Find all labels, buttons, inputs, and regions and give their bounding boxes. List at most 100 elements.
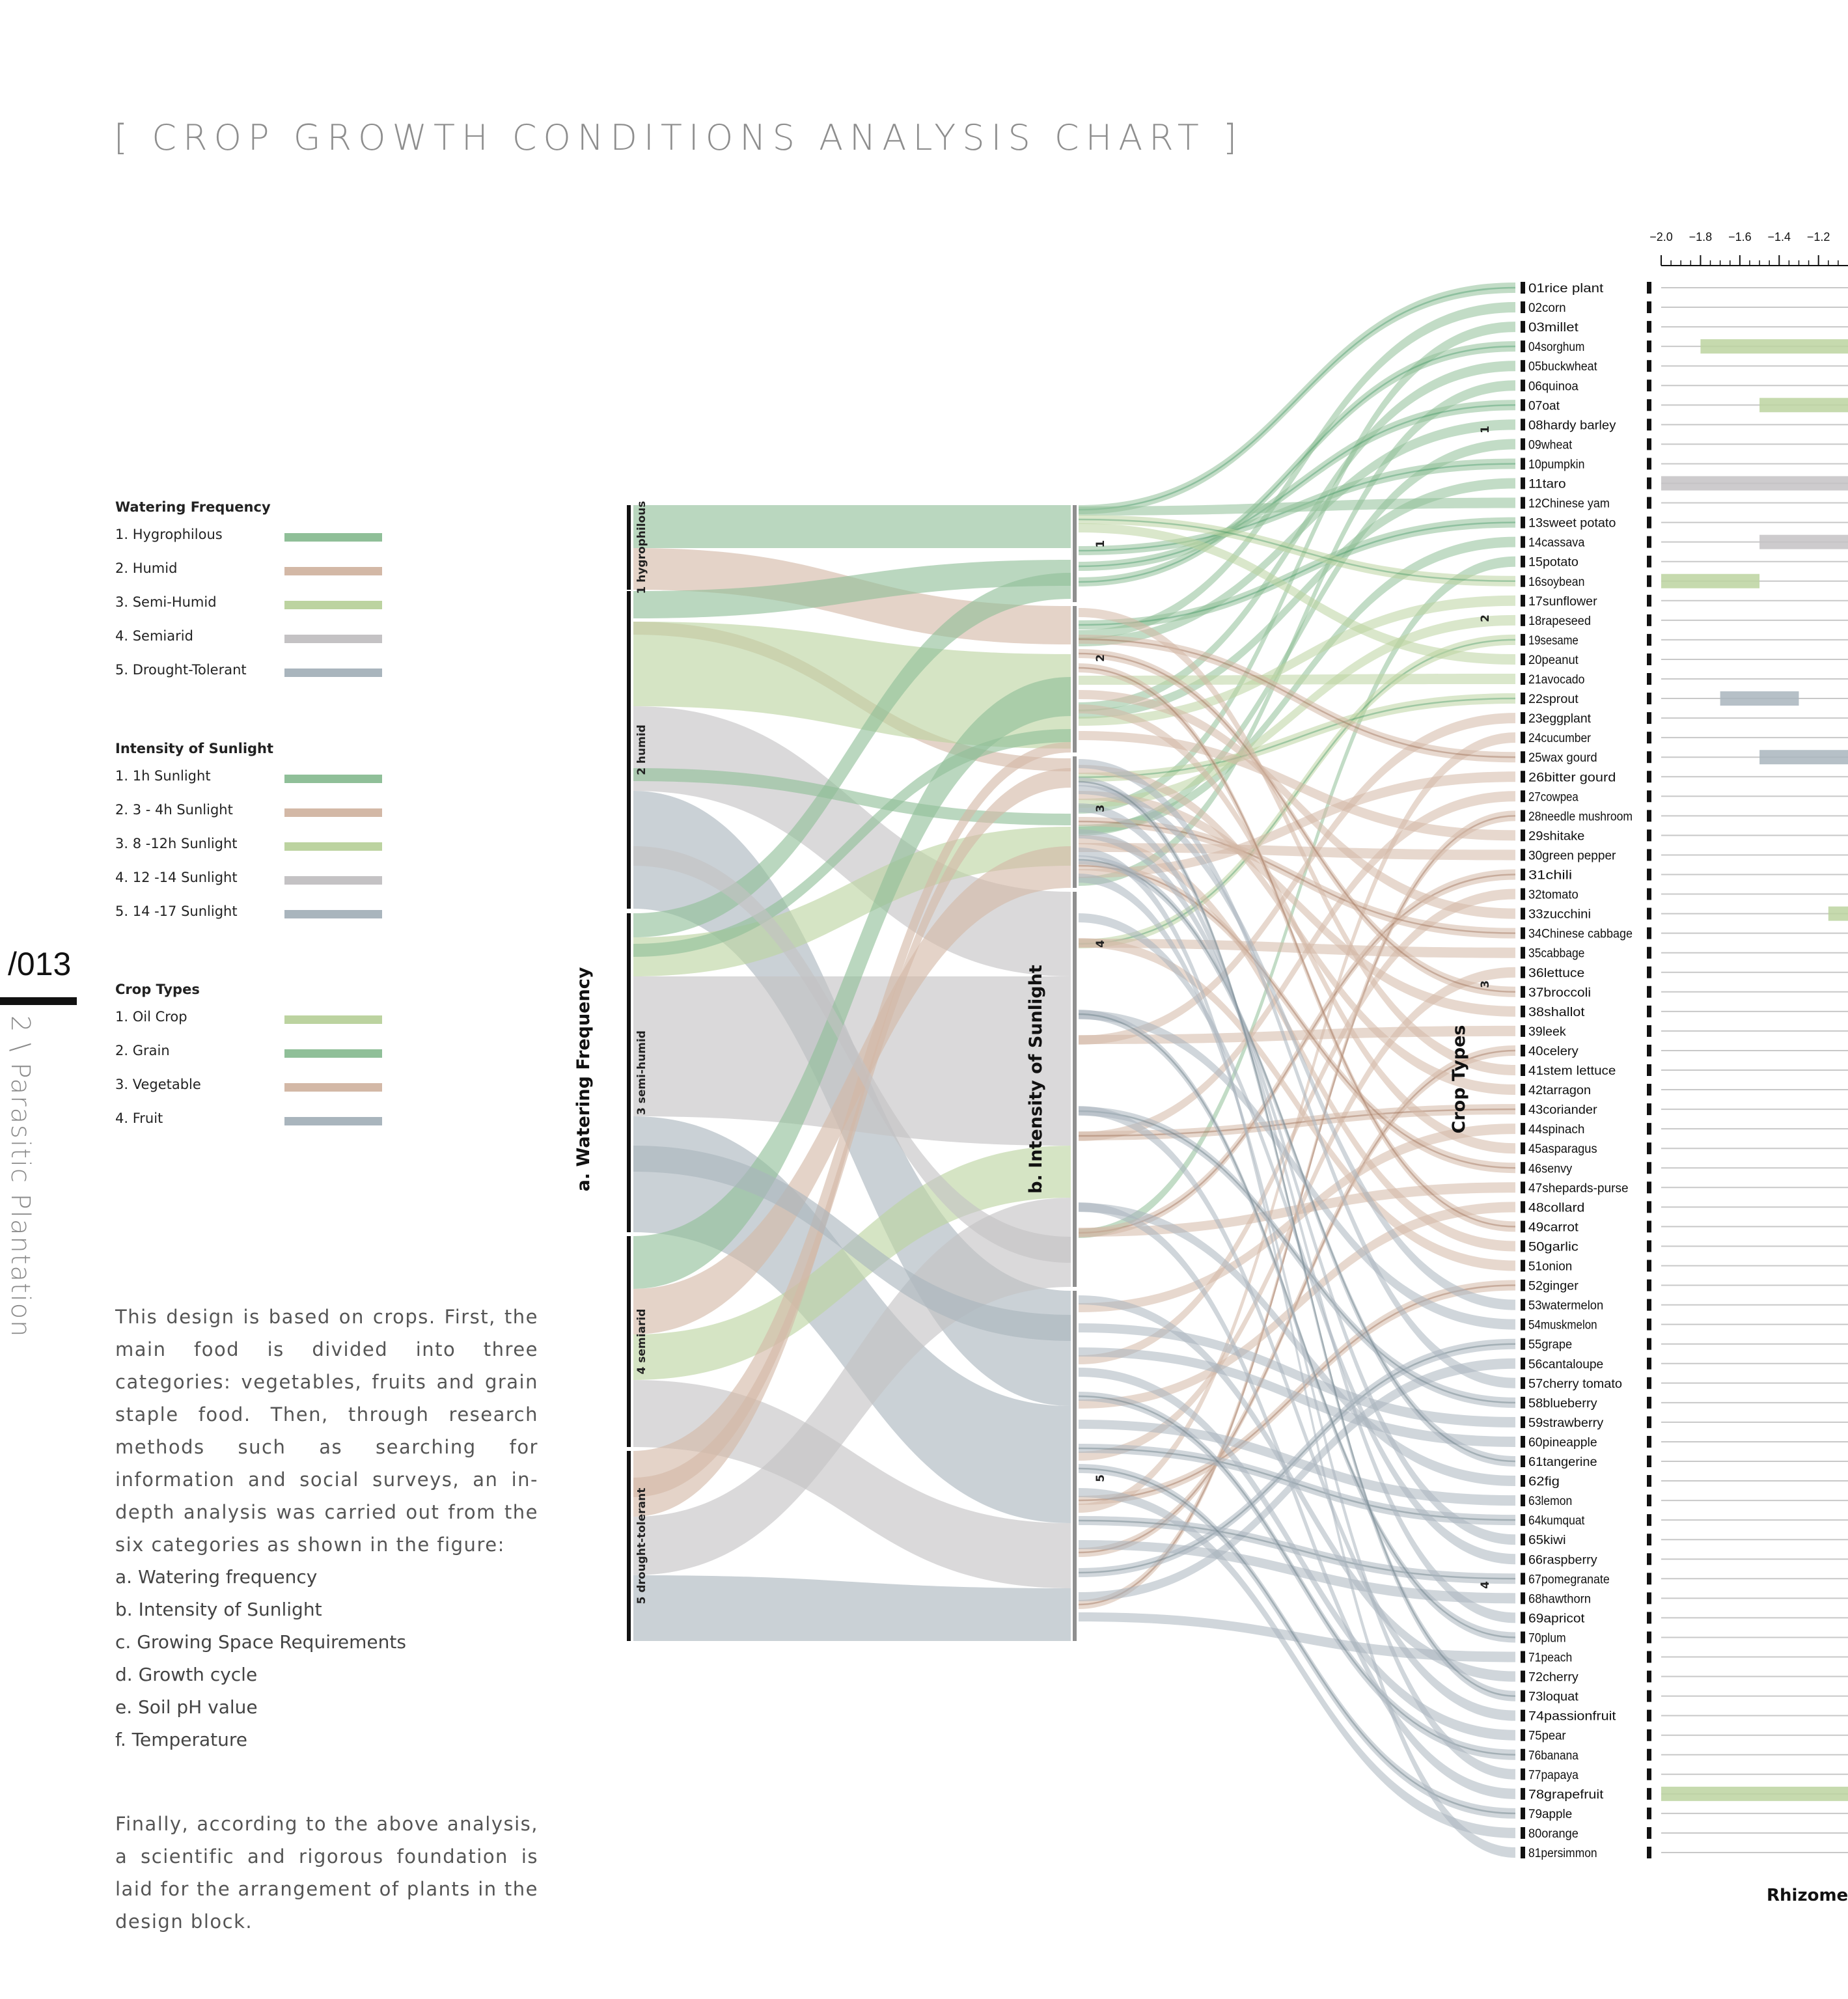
crop-label: 06quinoa xyxy=(1528,379,1579,393)
flow-ribbon xyxy=(633,1575,1071,1641)
crop-marker xyxy=(1521,1025,1525,1037)
row-marker xyxy=(1647,829,1651,841)
crop-marker xyxy=(1521,399,1525,411)
row-marker xyxy=(1647,1534,1651,1545)
crop-label: 09wheat xyxy=(1528,438,1573,452)
crop-label: 27cowpea xyxy=(1528,790,1579,804)
crop-label: 77papaya xyxy=(1528,1769,1579,1782)
row-marker xyxy=(1647,771,1651,782)
crop-marker xyxy=(1521,1123,1525,1135)
row-marker xyxy=(1647,517,1651,529)
row-marker xyxy=(1647,1299,1651,1311)
crop-marker xyxy=(1521,1769,1525,1780)
crop-marker xyxy=(1521,1573,1525,1584)
crop-marker xyxy=(1521,947,1525,959)
crop-marker xyxy=(1521,829,1525,841)
crop-label: 80orange xyxy=(1528,1827,1579,1841)
crop-marker xyxy=(1521,1260,1525,1272)
crop-label: 60pineapple xyxy=(1528,1436,1597,1450)
crop-marker xyxy=(1521,1495,1525,1506)
crop-label: 02corn xyxy=(1528,301,1566,315)
row-marker xyxy=(1647,1201,1651,1213)
sunlight-node-label: 5 xyxy=(1094,1474,1107,1482)
crop-label: 32tomato xyxy=(1528,889,1579,902)
row-marker xyxy=(1647,556,1651,568)
crop-label: 24cucumber xyxy=(1528,732,1592,745)
row-marker xyxy=(1647,1338,1651,1350)
row-marker xyxy=(1647,1181,1651,1193)
crop-label: 58blueberry xyxy=(1528,1397,1597,1411)
flows-watering-to-sunlight xyxy=(633,505,1071,1641)
crop-label: 05buckwheat xyxy=(1528,360,1597,374)
crop-marker xyxy=(1521,1397,1525,1409)
row-marker xyxy=(1647,1006,1651,1017)
row-marker xyxy=(1647,1749,1651,1761)
crop-label: 30green pepper xyxy=(1528,849,1616,862)
row-marker xyxy=(1647,478,1651,489)
crop-label: 28needle mushroom xyxy=(1528,810,1633,823)
row-marker xyxy=(1647,1220,1651,1232)
crop-marker xyxy=(1521,1142,1525,1154)
row-marker xyxy=(1647,419,1651,430)
soil-ph-axis-label: Rhizome xyxy=(1767,1886,1848,1905)
row-marker xyxy=(1647,614,1651,626)
crop-marker xyxy=(1521,301,1525,313)
crop-marker xyxy=(1521,1651,1525,1663)
row-marker xyxy=(1647,1123,1651,1135)
crop-marker xyxy=(1521,478,1525,489)
watering-node-label: 2 humid xyxy=(635,724,648,775)
row-marker xyxy=(1647,360,1651,372)
crop-label: 07oat xyxy=(1528,399,1560,413)
crop-label: 12Chinese yam xyxy=(1528,497,1610,511)
sunlight-node-bar xyxy=(1073,756,1077,888)
crop-label: 11taro xyxy=(1528,478,1566,491)
crop-label: 66raspberry xyxy=(1528,1553,1597,1567)
row-marker xyxy=(1647,1573,1651,1584)
crop-type-node-label: 2 xyxy=(1479,614,1492,622)
crop-label: 64kumquat xyxy=(1528,1514,1585,1528)
crop-flow-line xyxy=(1079,782,1515,1696)
crop-marker xyxy=(1521,282,1525,294)
crop-label: 54muskmelon xyxy=(1528,1319,1597,1332)
crop-label: 42tarragon xyxy=(1528,1084,1591,1097)
crop-label: 03millet xyxy=(1528,321,1579,335)
crop-marker xyxy=(1521,1788,1525,1800)
crop-label: 50garlic xyxy=(1528,1240,1579,1254)
axis-tick-label: −2.0 xyxy=(1649,230,1673,243)
row-marker xyxy=(1647,301,1651,313)
crop-marker xyxy=(1521,1045,1525,1056)
crop-marker xyxy=(1521,790,1525,802)
row-marker xyxy=(1647,438,1651,450)
watering-node-bar xyxy=(627,505,631,590)
crop-marker xyxy=(1521,986,1525,998)
crop-marker xyxy=(1521,869,1525,881)
crop-label: 79apple xyxy=(1528,1808,1572,1821)
crop-marker xyxy=(1521,1416,1525,1428)
row-marker xyxy=(1647,1710,1651,1722)
row-marker xyxy=(1647,732,1651,743)
crop-label: 47shepards-purse xyxy=(1528,1181,1629,1195)
crop-label: 65kiwi xyxy=(1528,1534,1566,1547)
row-marker xyxy=(1647,751,1651,763)
crop-marker xyxy=(1521,1064,1525,1076)
crop-marker xyxy=(1521,614,1525,626)
crop-label: 15potato xyxy=(1528,556,1579,570)
crop-label: 59strawberry xyxy=(1528,1416,1604,1430)
crop-marker xyxy=(1521,1319,1525,1330)
soil-ph-bar xyxy=(1700,339,1848,353)
crop-marker xyxy=(1521,438,1525,450)
crop-list: 01rice plant 02corn 03millet 04sorghum 05buc… xyxy=(1521,282,1848,1860)
sunlight-node-bar xyxy=(1073,892,1077,1287)
row-marker xyxy=(1647,1142,1651,1154)
crop-label: 40celery xyxy=(1528,1045,1579,1058)
row-marker xyxy=(1647,1553,1651,1565)
row-marker xyxy=(1647,1592,1651,1604)
row-marker xyxy=(1647,986,1651,998)
crop-marker xyxy=(1521,928,1525,939)
crop-marker xyxy=(1521,1377,1525,1389)
crop-type-node-label: 4 xyxy=(1479,1581,1492,1589)
row-marker xyxy=(1647,673,1651,685)
row-marker xyxy=(1647,1377,1651,1389)
sunlight-node-label: 1 xyxy=(1094,540,1107,548)
crop-marker xyxy=(1521,967,1525,978)
